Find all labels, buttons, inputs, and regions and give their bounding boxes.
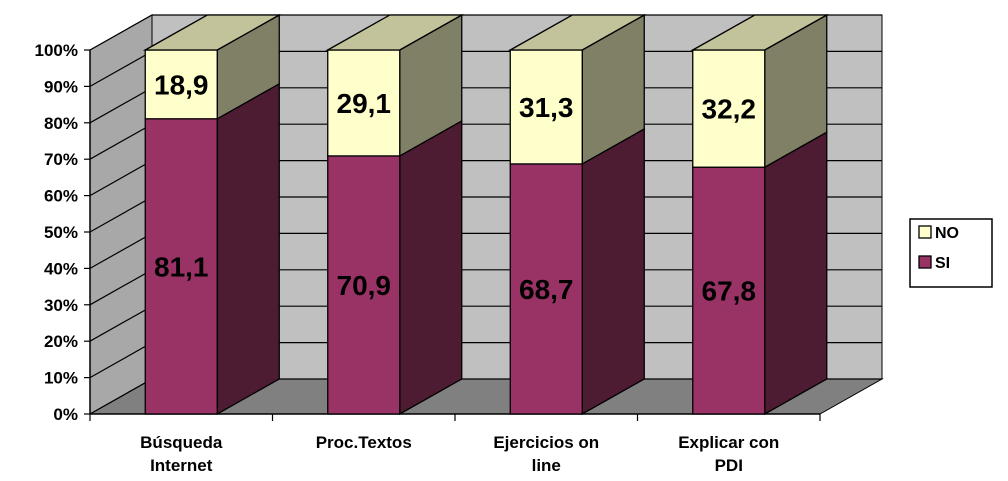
data-labels: 81,1 18,9 70,9 29,1 68,7 31,3 67,8 32,2 [154, 69, 756, 306]
bar-side-si [216, 82, 280, 416]
legend-label-si: SI [935, 255, 950, 272]
legend-swatch-si [918, 255, 932, 269]
bar-si [327, 155, 401, 415]
y-tick-label: 50% [44, 223, 78, 242]
data-label-si: 81,1 [154, 251, 209, 282]
data-label-no: 32,2 [702, 94, 757, 125]
bar-si [692, 166, 766, 415]
y-tick-label: 60% [44, 187, 78, 206]
data-label-si: 67,8 [702, 276, 757, 307]
legend-swatch-no [918, 225, 932, 239]
bar-side-si [764, 131, 828, 416]
data-label-no: 29,1 [337, 88, 392, 119]
x-category-label: Explicar con [678, 433, 779, 452]
x-category-label: Internet [150, 456, 213, 475]
bar-si [144, 118, 218, 415]
bar-top-no [690, 14, 830, 51]
y-tick-label: 70% [44, 150, 78, 169]
y-tick-label: 40% [44, 259, 78, 278]
bar-top-no [142, 14, 282, 51]
bar-no [144, 49, 218, 120]
data-label-no: 31,3 [519, 92, 574, 123]
y-tick-label: 90% [44, 77, 78, 96]
y-tick-label: 20% [44, 332, 78, 351]
bar-top-no [325, 14, 465, 51]
bar-no [692, 49, 766, 168]
data-label-si: 70,9 [337, 270, 392, 301]
legend-label-no: NO [935, 225, 959, 242]
bars [142, 13, 830, 416]
y-tick-label: 100% [35, 41, 78, 60]
y-tick-label: 80% [44, 114, 78, 133]
y-tick-label: 30% [44, 296, 78, 315]
y-axis-ticks: 0% 10% 20% 30% 40% 50% 60% 70% 80% 90% 100% [35, 41, 78, 424]
bar-si [509, 163, 583, 415]
x-category-label: Búsqueda [140, 433, 223, 452]
x-category-label: Ejercicios on [493, 433, 599, 452]
bar-no [509, 49, 583, 165]
bar-side-si [399, 119, 463, 416]
bar-top-no [507, 14, 647, 51]
y-tick-label: 0% [53, 405, 78, 424]
x-category-label: Proc.Textos [316, 433, 412, 452]
data-label-si: 68,7 [519, 274, 574, 305]
bar-side-si [581, 127, 645, 416]
y-tick-label: 10% [44, 369, 78, 388]
data-label-no: 18,9 [154, 69, 209, 100]
x-category-label: PDI [715, 456, 743, 475]
legend: NO SI [909, 218, 993, 288]
bar-no [327, 49, 401, 157]
x-category-label: line [532, 456, 561, 475]
x-axis-categories: Búsqueda Internet Proc.Textos Ejercicios on… [140, 433, 779, 475]
